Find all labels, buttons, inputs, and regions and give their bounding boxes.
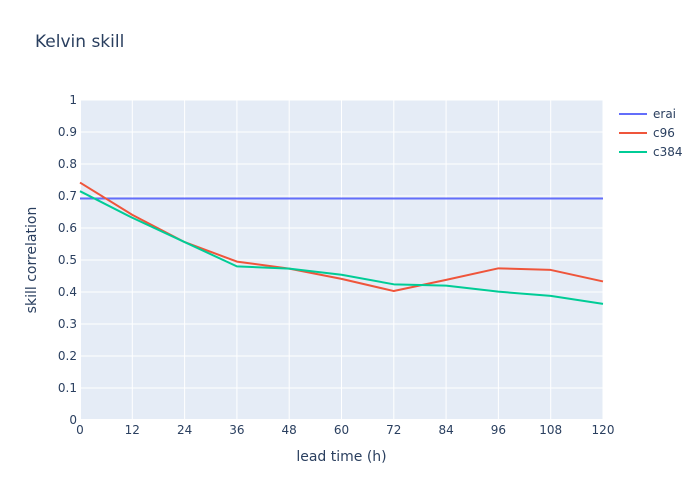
- y-tick-label: 0.8: [58, 157, 77, 171]
- x-axis-label: lead time (h): [296, 449, 386, 465]
- series-line-c384: [79, 190, 604, 305]
- chart-title: Kelvin skill: [35, 32, 125, 52]
- y-tick-label: 0.9: [58, 125, 77, 139]
- y-tick-label: 0.2: [58, 349, 77, 363]
- x-tick-label: 36: [229, 423, 244, 437]
- x-tick-label: 12: [125, 423, 140, 437]
- x-tick-label: 0: [76, 423, 84, 437]
- gridlines: [79, 99, 604, 421]
- y-tick-label: 0.1: [58, 381, 77, 395]
- legend-label-erai[interactable]: erai: [653, 107, 676, 121]
- y-axis-label: skill correlation: [24, 207, 40, 314]
- y-tick-label: 0.7: [58, 189, 77, 203]
- x-tick-label: 24: [177, 423, 192, 437]
- y-tick-label: 0.5: [58, 253, 77, 267]
- y-tick-label: 0: [69, 413, 77, 427]
- x-axis-ticks: 0 12 24 36 48 60 72 84 96 108 120: [76, 423, 614, 437]
- series-lines: [79, 181, 604, 305]
- y-tick-label: 1: [69, 93, 77, 107]
- x-tick-label: 108: [539, 423, 562, 437]
- x-tick-label: 48: [282, 423, 297, 437]
- legend-label-c384[interactable]: c384: [653, 145, 683, 159]
- legend: erai c96 c384: [619, 107, 683, 159]
- x-tick-label: 96: [491, 423, 506, 437]
- y-tick-label: 0.6: [58, 221, 77, 235]
- y-axis-ticks: 0 0.1 0.2 0.3 0.4 0.5 0.6 0.7 0.8 0.9 1: [58, 93, 77, 427]
- x-tick-label: 60: [334, 423, 349, 437]
- x-tick-label: 84: [438, 423, 453, 437]
- x-tick-label: 120: [592, 423, 615, 437]
- legend-label-c96[interactable]: c96: [653, 126, 675, 140]
- y-tick-label: 0.3: [58, 317, 77, 331]
- y-tick-label: 0.4: [58, 285, 77, 299]
- x-tick-label: 72: [386, 423, 401, 437]
